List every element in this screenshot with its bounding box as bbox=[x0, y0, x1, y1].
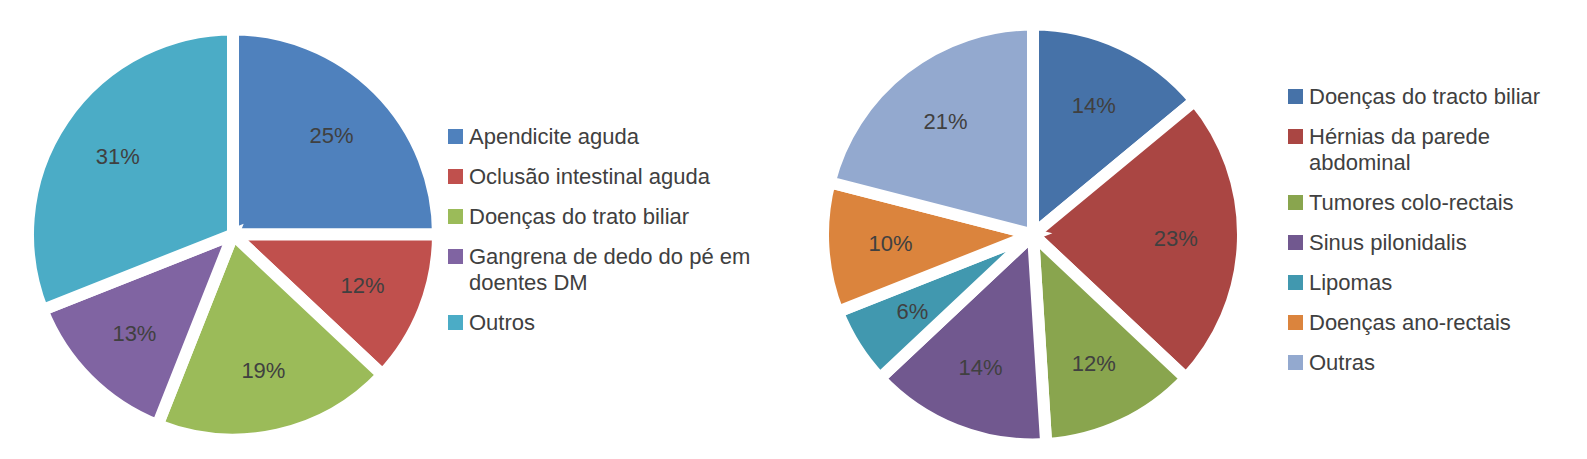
svg-text:14%: 14% bbox=[1072, 93, 1116, 118]
svg-text:31%: 31% bbox=[96, 144, 140, 169]
html-text:Tumores colo-rectais: Tumores colo-rectais bbox=[1309, 189, 1514, 215]
svg-text:13%: 13% bbox=[112, 321, 156, 346]
html-text:Apendicite aguda: Apendicite aguda bbox=[469, 123, 639, 149]
html-text:Outras: Outras bbox=[1309, 349, 1375, 375]
html-text:Oclusão intestinal aguda: Oclusão intestinal aguda bbox=[469, 163, 710, 189]
html-text:Outros: Outros bbox=[469, 309, 535, 335]
svg-text:12%: 12% bbox=[1072, 351, 1116, 376]
svg-text:12%: 12% bbox=[341, 273, 385, 298]
html-text:Lipomas: Lipomas bbox=[1309, 269, 1393, 295]
html-text:Doenças ano-rectais: Doenças ano-rectais bbox=[1309, 309, 1511, 335]
html-text:Gangrena de dedo do pé em doen: Gangrena de dedo do pé em doentes DM bbox=[469, 243, 751, 295]
html-text:Doenças do trato biliar: Doenças do trato biliar bbox=[469, 203, 690, 229]
html-text:Sinus pilonidalis: Sinus pilonidalis bbox=[1309, 229, 1467, 255]
html-text:Doenças do tracto biliar: Doenças do tracto biliar bbox=[1309, 83, 1541, 109]
svg-text:23%: 23% bbox=[1154, 226, 1198, 251]
svg-text:6%: 6% bbox=[897, 299, 929, 324]
svg-text:19%: 19% bbox=[241, 358, 285, 383]
html-text:Hérnias da parede abdominal: Hérnias da parede abdominal bbox=[1309, 123, 1490, 175]
svg-text:25%: 25% bbox=[310, 123, 354, 148]
svg-text:21%: 21% bbox=[923, 109, 967, 134]
svg-text:14%: 14% bbox=[958, 355, 1002, 380]
svg-text:10%: 10% bbox=[868, 231, 912, 256]
